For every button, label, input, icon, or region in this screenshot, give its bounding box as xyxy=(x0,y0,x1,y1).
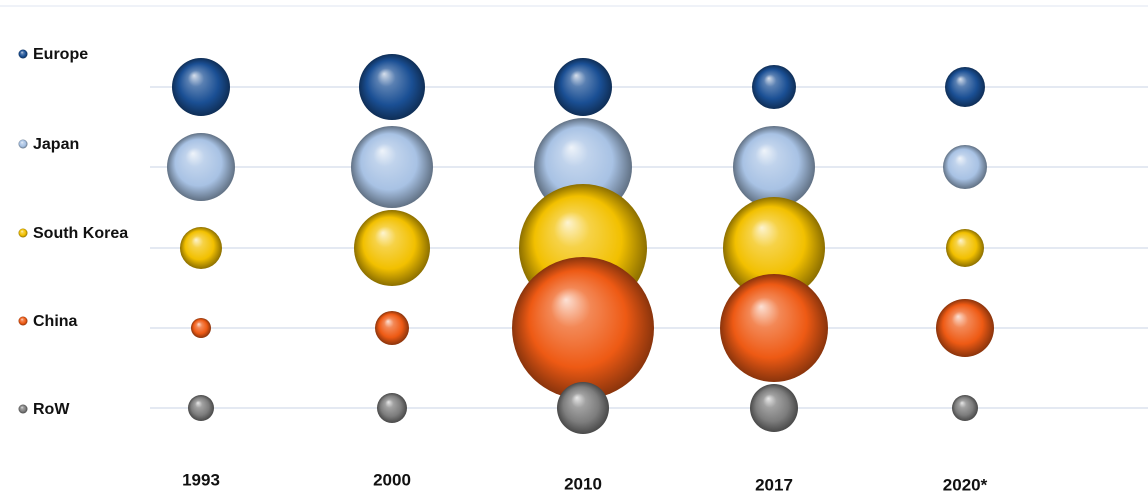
legend-label-row: RoW xyxy=(33,401,70,418)
legend-item-europe: Europe xyxy=(18,46,88,63)
x-tick-label-2010: 2010 xyxy=(564,474,602,493)
bubble-south-korea-2017 xyxy=(723,197,825,299)
bubble-row-2000 xyxy=(377,393,407,423)
legend-marker-china xyxy=(18,316,28,326)
legend-label-europe: Europe xyxy=(33,46,88,63)
legend-marker-japan xyxy=(18,139,28,149)
bubble-china-2000 xyxy=(375,311,409,345)
x-axis: 1993 2000 2010 2017 2020* xyxy=(182,470,988,494)
x-tick-label-2017: 2017 xyxy=(755,475,793,494)
legend-item-south-korea: South Korea xyxy=(18,225,128,242)
bubble-south-korea-1993 xyxy=(180,227,222,269)
bubble-china-2017 xyxy=(720,274,828,382)
legend: Europe Japan South Korea China RoW xyxy=(18,46,128,418)
bubble-row-2010 xyxy=(557,382,609,434)
bubble-row-2020 xyxy=(952,395,978,421)
bubble-japan-2020 xyxy=(943,145,987,189)
x-tick-label-1993: 1993 xyxy=(182,470,220,489)
bubble-japan-2000 xyxy=(351,126,433,208)
legend-item-japan: Japan xyxy=(18,136,79,153)
bubble-europe-2020 xyxy=(945,67,985,107)
bubble-row-2017 xyxy=(750,384,798,432)
bubble-row-1993 xyxy=(188,395,214,421)
legend-label-china: China xyxy=(33,313,78,330)
bubble-europe-1993 xyxy=(172,58,230,116)
legend-marker-row xyxy=(18,404,28,414)
legend-label-japan: Japan xyxy=(33,136,79,153)
legend-marker-europe xyxy=(18,49,28,59)
legend-item-row: RoW xyxy=(18,401,70,418)
x-tick-label-2000: 2000 xyxy=(373,470,411,489)
bubble-china-1993 xyxy=(191,318,211,338)
gridlines xyxy=(150,86,1148,409)
bubble-south-korea-2000 xyxy=(354,210,430,286)
bubble-europe-2017 xyxy=(752,65,796,109)
legend-item-china: China xyxy=(18,313,78,330)
legend-label-south-korea: South Korea xyxy=(33,225,128,242)
bubble-europe-2000 xyxy=(359,54,425,120)
legend-marker-south-korea xyxy=(18,228,28,238)
bubble-europe-2010 xyxy=(554,58,612,116)
bubble-china-2020 xyxy=(936,299,994,357)
bubbles xyxy=(167,54,994,434)
x-tick-label-2020: 2020* xyxy=(943,475,988,494)
bubble-china-2010 xyxy=(512,257,654,399)
bubble-japan-2017 xyxy=(733,126,815,208)
bubble-south-korea-2020 xyxy=(946,229,984,267)
bubble-japan-1993 xyxy=(167,133,235,201)
